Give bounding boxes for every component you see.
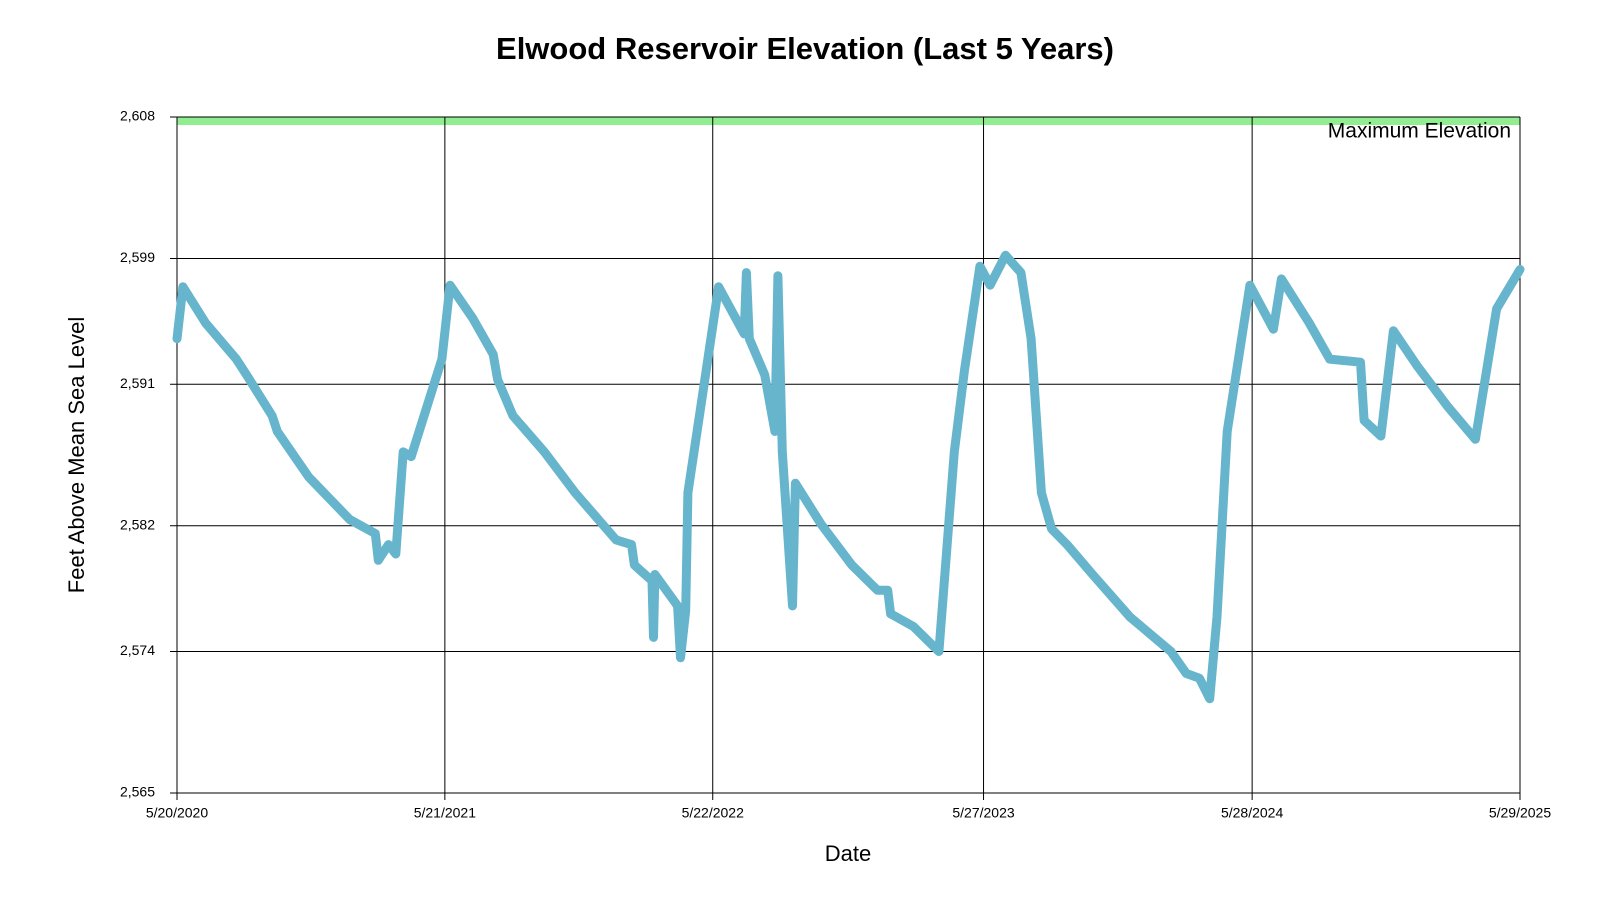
x-tick-label: 5/29/2025 <box>1489 805 1551 821</box>
annotation: Maximum Elevation <box>1328 120 1511 143</box>
y-tick-label: 2,574 <box>120 642 155 658</box>
x-tick-label: 5/21/2021 <box>414 805 476 821</box>
max-elevation-band <box>177 117 1520 125</box>
y-tick-label: 2,582 <box>120 516 155 532</box>
y-tick-label: 2,565 <box>120 784 155 800</box>
x-tick-label: 5/22/2022 <box>682 805 744 821</box>
chart-title: Elwood Reservoir Elevation (Last 5 Years… <box>496 31 1114 66</box>
x-tick-label: 5/28/2024 <box>1221 805 1283 821</box>
x-tick-label: 5/20/2020 <box>146 805 208 821</box>
x-tick-label: 5/27/2023 <box>952 805 1014 821</box>
y-tick-label: 2,599 <box>120 249 155 265</box>
x-axis-label: Date <box>825 841 871 866</box>
elevation-line <box>172 250 1525 704</box>
y-tick-label: 2,608 <box>120 108 155 124</box>
y-tick-label: 2,591 <box>120 375 155 391</box>
y-axis-label: Feet Above Mean Sea Level <box>64 317 89 593</box>
